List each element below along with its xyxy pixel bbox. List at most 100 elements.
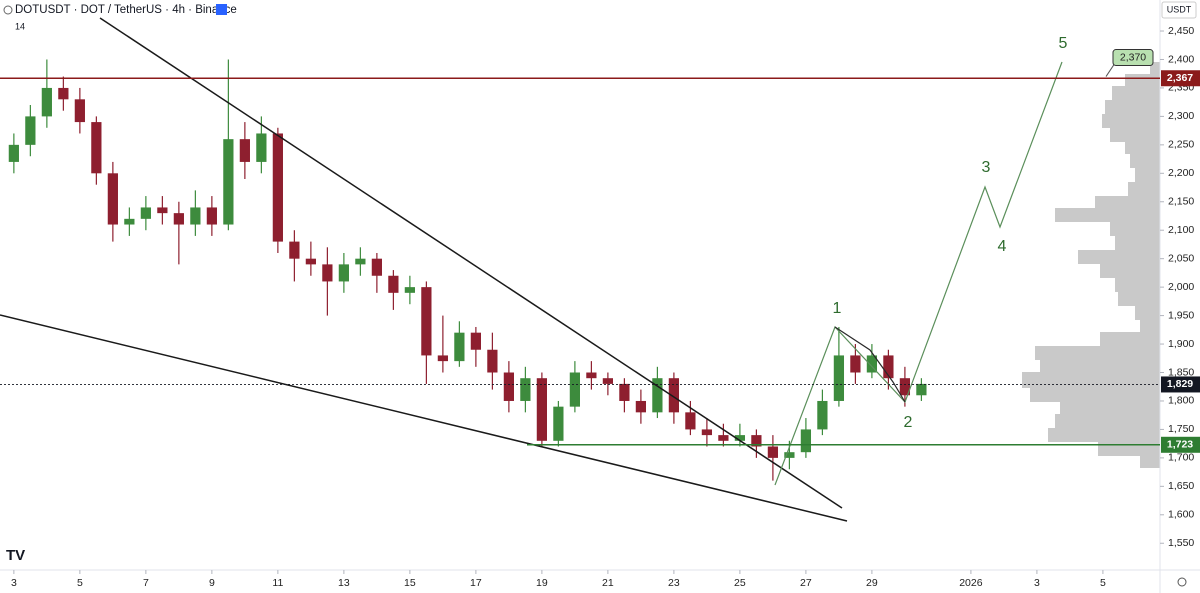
x-tick-label: 29 [866, 577, 878, 589]
x-tick-label: 19 [536, 577, 548, 589]
price-tag [1161, 70, 1200, 87]
wave-label: 4 [998, 238, 1007, 255]
candle-body [916, 383, 927, 396]
candle-body [107, 173, 118, 225]
x-tick-label: 15 [404, 577, 416, 589]
y-tick-label: 1,600 [1168, 509, 1194, 521]
y-tick-label: 2,150 [1168, 196, 1194, 208]
x-tick-label: 2026 [959, 577, 983, 589]
y-tick-label: 2,400 [1168, 53, 1194, 65]
wave-path [774, 61, 1063, 486]
candle-body [553, 406, 564, 441]
candle-body [91, 122, 102, 174]
candle-body [338, 264, 349, 282]
candle-body [454, 332, 465, 362]
currency-button[interactable] [1161, 1, 1197, 19]
candle-body [800, 429, 812, 453]
price-tag [1161, 436, 1200, 453]
candle-body [239, 139, 250, 162]
settings-icon[interactable] [1177, 577, 1187, 587]
trend-line [0, 314, 848, 522]
y-tick-label: 1,550 [1168, 537, 1194, 549]
symbol-title[interactable]: DOTUSDT · DOT / TetherUS · 4h · Binance [15, 4, 237, 16]
candle-body [140, 207, 151, 219]
candle-body [223, 139, 234, 225]
wave-path [834, 326, 906, 403]
price-tag-label: 2,367 [1167, 72, 1193, 84]
candle-body [124, 218, 135, 225]
candle-body [157, 207, 168, 214]
candle-body [437, 355, 448, 362]
candle-body [190, 207, 201, 225]
candle-body [8, 144, 19, 162]
x-tick-label: 9 [209, 577, 215, 589]
candle-body [718, 435, 729, 441]
y-tick-label: 2,000 [1168, 281, 1194, 293]
candle-body [470, 332, 481, 350]
x-tick-label: 17 [470, 577, 482, 589]
candle-body [883, 355, 894, 379]
wave-label: 1 [833, 300, 842, 317]
candle-body [206, 207, 217, 225]
currency-label[interactable]: USDT [1167, 4, 1192, 14]
candle-body [784, 452, 795, 458]
candle-body [289, 241, 300, 259]
wave-label: 5 [1059, 35, 1068, 52]
candle-body [25, 116, 36, 145]
trend-line [99, 17, 843, 509]
y-tick-label: 2,250 [1168, 139, 1194, 151]
x-tick-label: 13 [338, 577, 350, 589]
flag-icon[interactable] [216, 4, 227, 15]
candle-body [833, 355, 845, 401]
candle-body [256, 133, 267, 162]
y-tick-label: 2,100 [1168, 224, 1194, 236]
candle-body [866, 355, 878, 373]
price-tag-label: 1,829 [1167, 378, 1193, 390]
wave-label: 2 [904, 414, 913, 431]
x-tick-label: 11 [272, 577, 283, 589]
candle-body [619, 383, 630, 401]
candle-body [503, 372, 514, 401]
price-tag [1161, 376, 1200, 393]
y-tick-label: 1,700 [1168, 452, 1194, 464]
indicator-label: 14 [15, 21, 25, 31]
candle-body [404, 287, 415, 293]
candle-body [668, 378, 680, 413]
volume-profile [1022, 62, 1160, 468]
target-box [1112, 49, 1154, 67]
candle-body [322, 264, 333, 282]
candle-body [305, 258, 316, 265]
logo[interactable]: TV [6, 547, 25, 564]
y-tick-label: 2,300 [1168, 110, 1194, 122]
y-tick-label: 1,650 [1168, 480, 1194, 492]
y-tick-label: 1,950 [1168, 309, 1194, 321]
x-tick-label: 21 [602, 577, 614, 589]
candle-body [536, 378, 547, 441]
candle-body [355, 258, 366, 265]
x-tick-label: 7 [143, 577, 149, 589]
candle-body [487, 349, 498, 373]
candle-body [74, 99, 85, 123]
y-tick-label: 2,450 [1168, 25, 1194, 37]
x-tick-label: 23 [668, 577, 680, 589]
target-label: 2,370 [1120, 51, 1146, 63]
candle-body [388, 275, 399, 293]
candle-body [685, 412, 696, 430]
candle-body [602, 378, 614, 384]
price-tag-label: 1,723 [1167, 439, 1193, 451]
candle-body [767, 446, 779, 458]
y-tick-label: 1,850 [1168, 366, 1194, 378]
candle-body [421, 287, 432, 356]
wave-label: 3 [982, 159, 991, 176]
y-tick-label: 1,750 [1168, 423, 1194, 435]
candle-body [850, 355, 861, 373]
candle-body [58, 87, 69, 100]
candle-body [751, 435, 762, 447]
candle-body [652, 378, 663, 413]
candle-body [173, 213, 184, 225]
symbol-icon [3, 5, 13, 15]
y-tick-label: 2,050 [1168, 252, 1194, 264]
x-tick-label: 5 [77, 577, 83, 589]
